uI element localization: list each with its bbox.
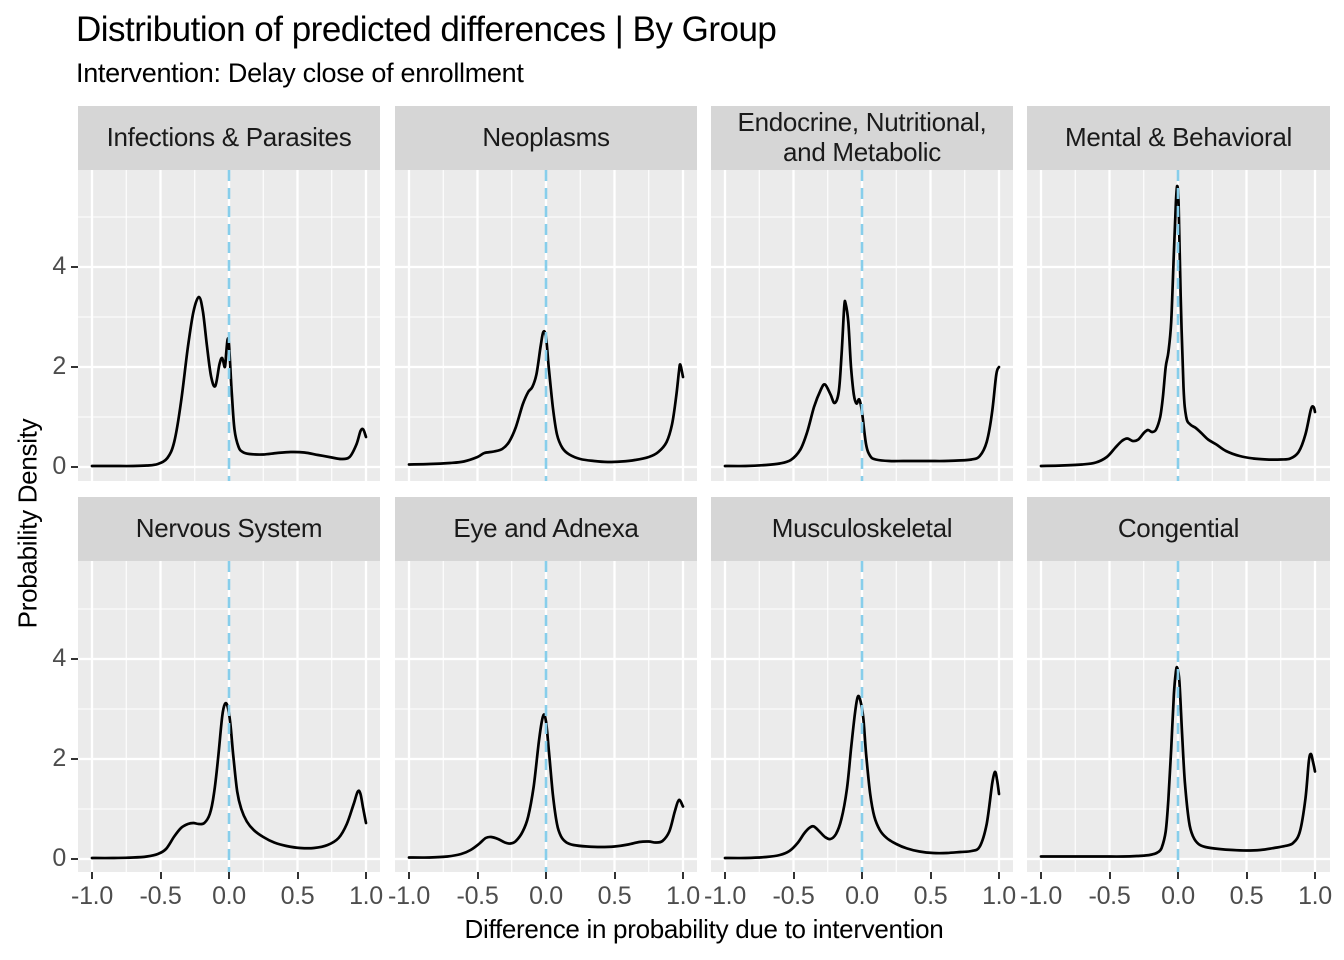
x-tick-mark: [1245, 872, 1248, 879]
chart-subtitle: Intervention: Delay close of enrollment: [76, 58, 524, 88]
x-tick-label: -1.0: [71, 882, 113, 910]
x-tick-mark: [682, 872, 684, 879]
facet-strip-endocrine: Endocrine, Nutritional, and Metabolic: [711, 106, 1013, 170]
x-tick-mark: [861, 872, 863, 879]
x-tick-label: -1.0: [704, 882, 746, 910]
y-tick-label: 4: [52, 252, 66, 280]
density-curve: [1039, 184, 1317, 468]
x-tick-label: 0.5: [913, 882, 948, 910]
x-tick-label: 0.5: [1229, 882, 1264, 910]
y-tick-label: 2: [52, 744, 66, 772]
chart-title: Distribution of predicted differences | …: [76, 10, 777, 49]
facet-strip-nervous: Nervous System: [78, 497, 380, 561]
density-curve: [407, 329, 685, 466]
x-tick-mark: [476, 872, 479, 879]
x-tick-mark: [929, 872, 932, 879]
x-tick-label: 1.0: [349, 882, 383, 910]
x-tick-mark: [1040, 872, 1042, 879]
x-tick-mark: [1314, 872, 1316, 879]
y-tick-mark: [71, 266, 78, 268]
density-curve: [90, 701, 368, 860]
y-tick-label: 4: [52, 644, 66, 672]
y-tick-mark: [71, 658, 78, 660]
y-tick-label: 0: [52, 452, 66, 480]
x-tick-mark: [365, 872, 367, 879]
density-curve: [723, 299, 1001, 468]
x-tick-mark: [91, 872, 93, 879]
facet-panel-infections: [78, 170, 380, 481]
x-tick-mark: [228, 872, 230, 879]
x-tick-label: 0.0: [1161, 882, 1195, 910]
y-tick-label: 2: [52, 352, 66, 380]
y-tick-mark: [71, 466, 78, 468]
x-tick-label: 1.0: [982, 882, 1016, 910]
facet-strip-musculoskeletal: Musculoskeletal: [711, 497, 1013, 561]
x-tick-label: -0.5: [139, 882, 182, 910]
x-tick-mark: [1177, 872, 1179, 879]
y-tick-mark: [71, 366, 78, 368]
x-axis-title: Difference in probability due to interve…: [464, 914, 944, 944]
facet-strip-infections: Infections & Parasites: [78, 106, 380, 170]
x-tick-label: 1.0: [666, 882, 700, 910]
x-tick-label: -0.5: [456, 882, 499, 910]
x-tick-mark: [545, 872, 547, 879]
y-tick-mark: [71, 758, 78, 760]
x-tick-mark: [1108, 872, 1111, 879]
facet-strip-mental: Mental & Behavioral: [1027, 106, 1330, 170]
x-tick-label: 0.5: [597, 882, 632, 910]
facet-strip-neoplasms: Neoplasms: [395, 106, 697, 170]
x-tick-label: 0.0: [529, 882, 563, 910]
facet-panel-mental: [1027, 170, 1330, 481]
x-tick-mark: [613, 872, 616, 879]
facet-panel-eye: [395, 561, 697, 872]
x-tick-label: 0.5: [280, 882, 315, 910]
facet-panel-endocrine: [711, 170, 1013, 481]
x-tick-mark: [998, 872, 1000, 879]
facet-panel-nervous: [78, 561, 380, 872]
facet-strip-congential: Congential: [1027, 497, 1330, 561]
y-tick-label: 0: [52, 844, 66, 872]
x-tick-label: -1.0: [1020, 882, 1062, 910]
x-tick-label: 0.0: [845, 882, 879, 910]
y-tick-mark: [71, 858, 78, 860]
facet-panel-congential: [1027, 561, 1330, 872]
x-tick-mark: [408, 872, 410, 879]
x-tick-label: -0.5: [772, 882, 815, 910]
facet-strip-eye: Eye and Adnexa: [395, 497, 697, 561]
x-tick-label: -0.5: [1088, 882, 1131, 910]
density-curve: [90, 295, 368, 468]
x-tick-mark: [792, 872, 795, 879]
x-tick-mark: [724, 872, 726, 879]
density-curve: [1039, 665, 1317, 858]
x-tick-label: -1.0: [388, 882, 430, 910]
y-axis-title: Probability Density: [12, 418, 43, 629]
x-tick-label: 1.0: [1298, 882, 1332, 910]
facet-panel-musculoskeletal: [711, 561, 1013, 872]
x-tick-mark: [159, 872, 162, 879]
x-tick-mark: [296, 872, 299, 879]
facet-panel-neoplasms: [395, 170, 697, 481]
x-tick-label: 0.0: [212, 882, 246, 910]
